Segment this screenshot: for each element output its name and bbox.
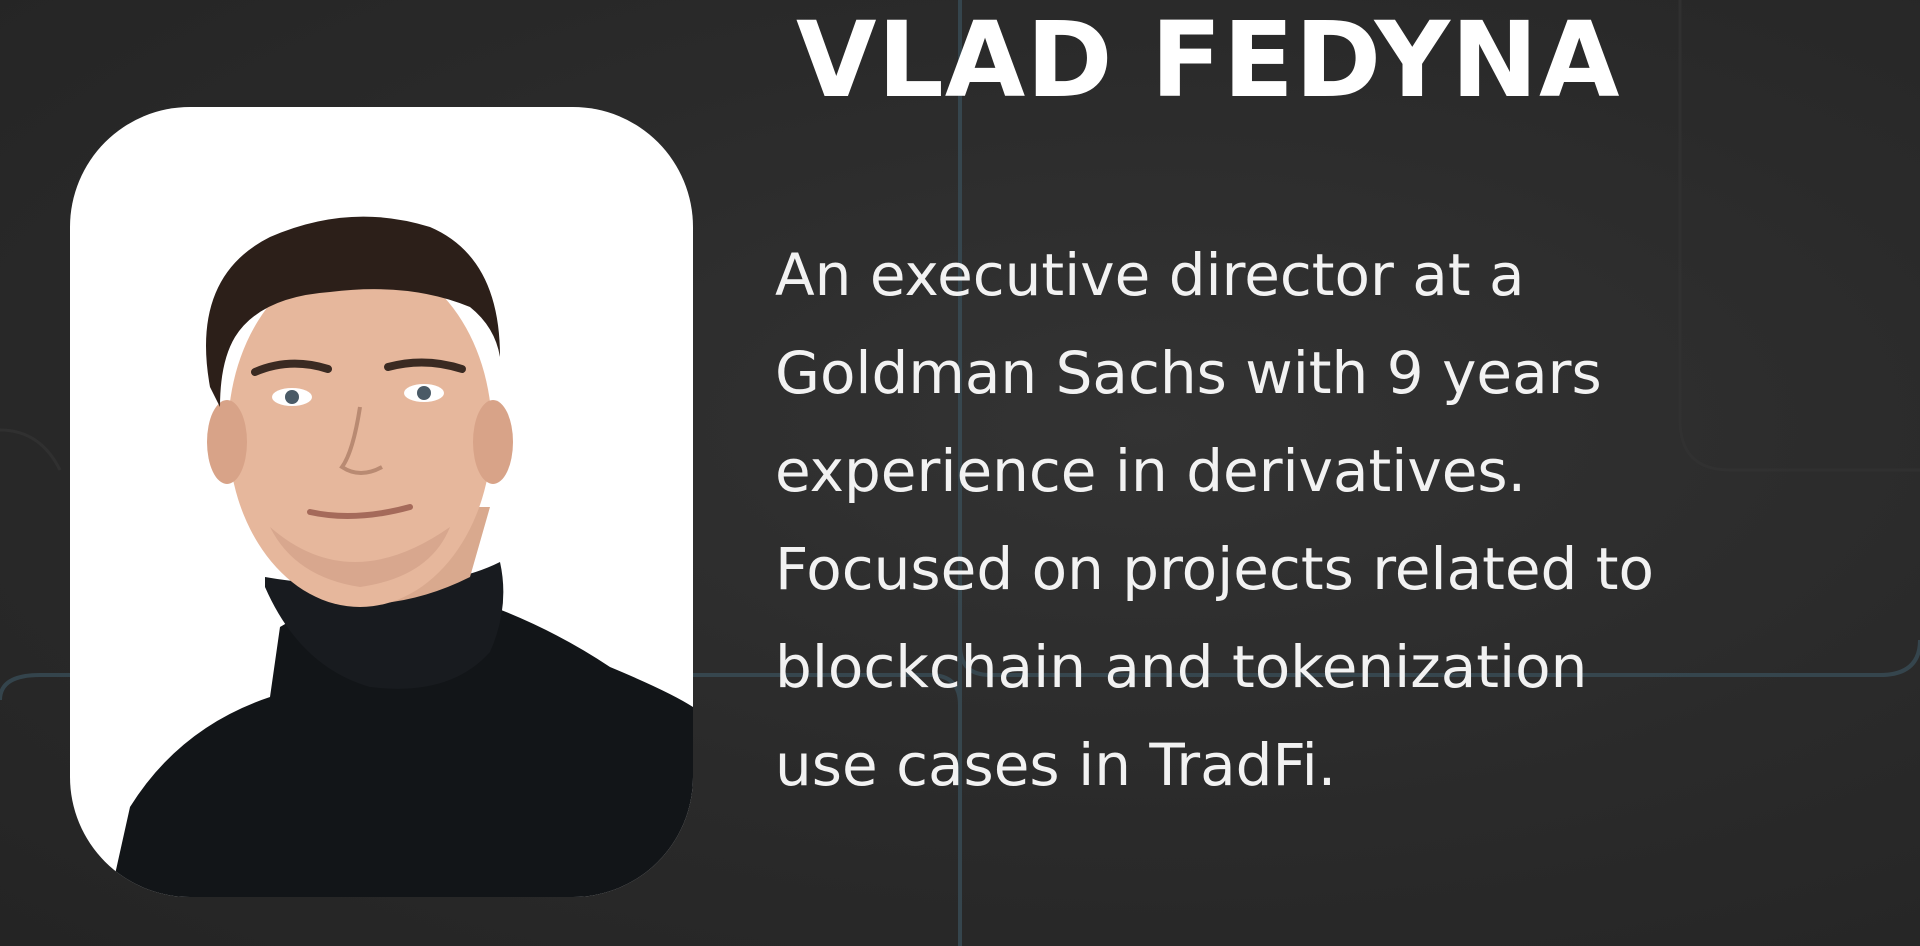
bio-text: An executive director at a Goldman Sachs…	[775, 226, 1895, 814]
portrait-card	[70, 107, 693, 897]
bio-line: experience in derivatives.	[775, 437, 1527, 505]
bio-line: Goldman Sachs with 9 years	[775, 339, 1602, 407]
bio-line: An executive director at a	[775, 241, 1525, 309]
person-name: VLAD FEDYNA	[796, 0, 1621, 121]
bio-line: Focused on projects related to	[775, 535, 1655, 603]
portrait-photo	[110, 216, 693, 897]
bio-line: use cases in TradFi.	[775, 731, 1337, 799]
bio-line: blockchain and tokenization	[775, 633, 1588, 701]
